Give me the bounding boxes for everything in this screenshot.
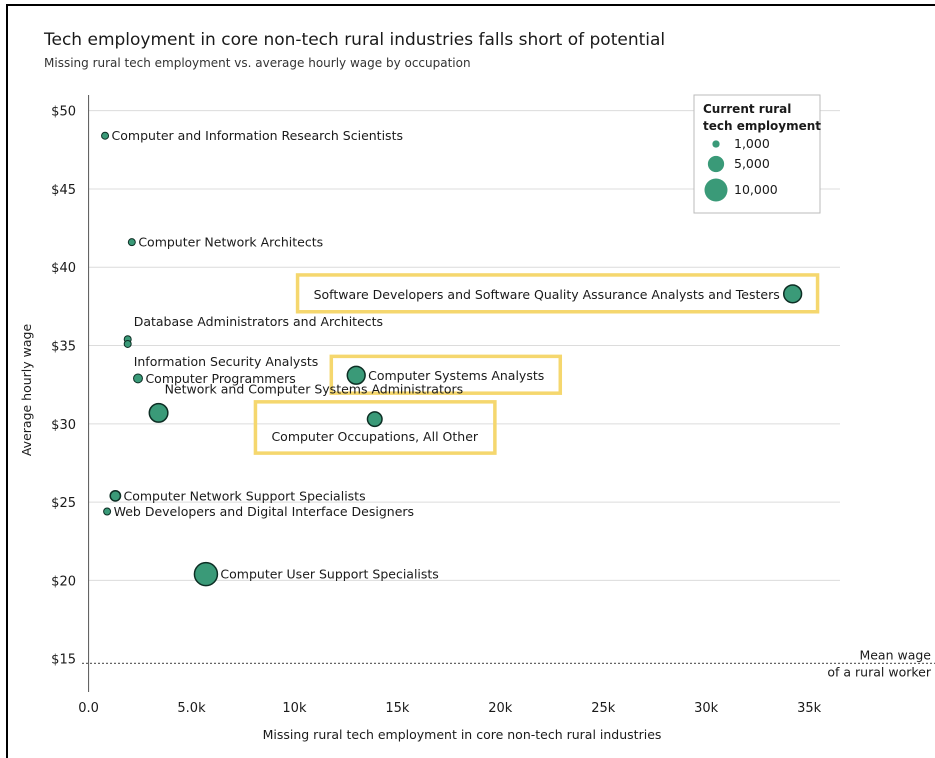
x-tick-label: 30k [694,701,719,716]
point-label: Computer Occupations, All Other [271,429,478,444]
data-point [346,365,366,385]
legend-marker [704,178,728,202]
highlight-box [253,400,497,455]
x-tick-label: 35k [797,701,822,716]
y-tick-label: $35 [51,340,76,355]
data-point [366,411,383,428]
x-tick-label: 5.0k [177,701,206,716]
y-tick-label: $20 [51,574,76,589]
legend-title: Current rural [703,102,791,116]
y-tick-label: $30 [51,418,76,433]
legend-layer: Current rural tech employment 1,000 5,000 10… [693,94,821,214]
y-tick-label: $15 [51,653,76,668]
x-tick-label: 0.0 [78,701,99,716]
data-point [193,561,219,587]
legend-marker [712,140,720,148]
point-label: Information Security Analysts [134,354,319,369]
chart-frame [6,4,935,758]
data-point [123,339,132,348]
data-point [103,507,112,516]
data-point [127,238,136,247]
legend-title: tech employment [703,119,821,133]
chart-subtitle: Missing rural tech employment vs. averag… [44,56,471,70]
x-tick-label: 10k [282,701,307,716]
highlight-box [329,354,563,395]
highlight-box [295,273,820,314]
reference-line-label: of a rural worker [827,664,931,679]
x-axis-title: Missing rural tech employment in core no… [263,727,662,742]
y-tick-label: $45 [51,183,76,198]
data-point [133,373,143,384]
point-label: Computer Systems Analysts [368,368,544,383]
data-point [782,284,803,304]
point-label: Computer and Information Research Scient… [112,128,403,143]
data-point [148,402,169,423]
y-tick-label: $40 [51,261,76,276]
y-tick-label: $25 [51,496,76,511]
point-label: Computer Network Support Specialists [123,488,365,503]
legend-label: 5,000 [734,156,770,171]
y-axis-title: Average hourly wage [19,324,34,457]
point-label: Database Administrators and Architects [134,314,383,329]
point-label: Software Developers and Software Quality… [314,287,780,302]
x-tick-label: 20k [488,701,513,716]
points-layer [101,131,803,587]
legend-label: 10,000 [734,182,778,197]
labels-layer: Computer and Information Research Scient… [112,128,780,581]
point-label: Web Developers and Digital Interface Des… [114,504,414,519]
x-tick-label: 15k [385,701,410,716]
legend-label: 1,000 [734,136,770,151]
x-tick-label: 25k [591,701,616,716]
point-label: Computer User Support Specialists [220,567,438,582]
point-label: Network and Computer Systems Administrat… [165,382,464,397]
reference-line-label: Mean wage [859,647,931,662]
highlight-layer [253,273,820,455]
y-tick-label: $50 [51,105,76,120]
point-label: Computer Programmers [145,371,295,386]
data-point [109,489,122,502]
axes-layer: $15 $20 $25 $30 $35 $40 $45 $50 0.0 5.0k 10k 15k 20k… [19,95,935,742]
chart-title: Tech employment in core non-tech rural i… [44,30,666,50]
data-point [101,131,110,140]
point-label: Computer Network Architects [138,235,323,250]
legend-marker [707,155,725,173]
